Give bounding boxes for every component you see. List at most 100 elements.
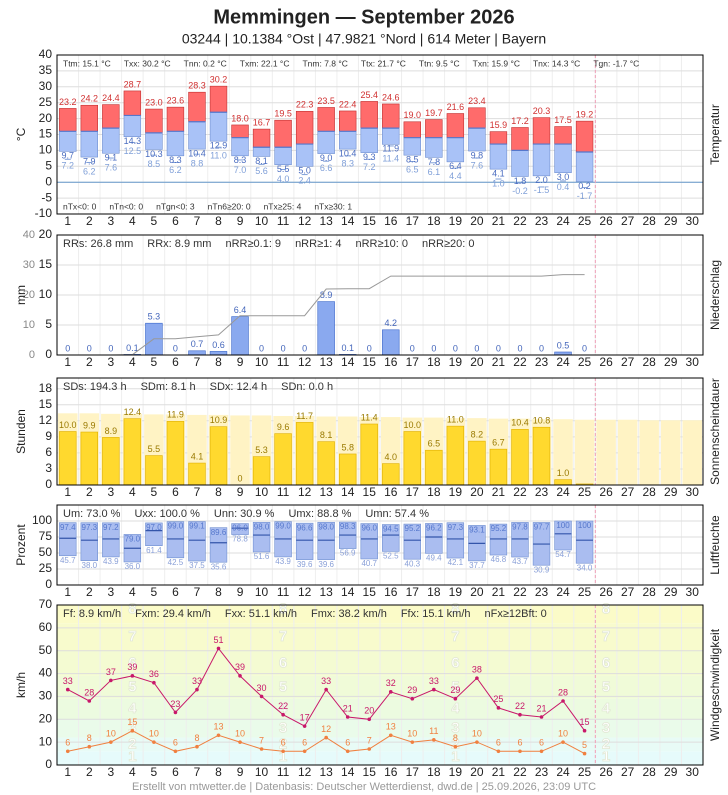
beaufort-level: 4 [279,700,288,717]
min-label: 10.4 [339,149,357,159]
x-tick-label: 19 [449,214,463,228]
x-tick-label: 11 [277,355,290,369]
max-label: 23.5 [317,96,335,106]
min-bar [554,143,572,173]
y-tick-label: 30 [39,79,53,93]
min-bar [102,127,120,154]
value-label: 13 [213,722,223,732]
min-label: 40.3 [405,559,421,568]
x-tick-label: 20 [470,585,484,599]
y2-tick-label: 30 [23,259,35,271]
value-label: 0 [302,343,307,353]
x-tick-label: 21 [492,765,506,779]
beaufort-level: 7 [128,628,136,645]
x-tick-label: 17 [406,765,420,779]
range-bar [145,522,163,547]
min-label: 43.9 [275,557,291,566]
x-tick-label: 4 [129,485,136,499]
min-bar [209,111,228,142]
statistic: nTx≥30: 1 [314,201,352,211]
y-axis-label: Prozent [14,524,28,566]
beaufort-level: 3 [279,719,287,736]
max-label: 98.0 [254,522,270,531]
x-tick-label: 29 [664,214,678,228]
x-tick-label: 22 [513,355,527,369]
bar [188,462,206,486]
bar [80,431,98,486]
x-tick-label: 23 [535,585,549,599]
x-tick-label: 28 [642,765,656,779]
range-bar [295,522,314,560]
value-label: 15 [127,717,137,727]
x-tick-label: 6 [172,585,179,599]
min-label: 54.7 [555,550,571,559]
value-label: 0 [65,343,70,353]
ground-min-label: 7.6 [105,163,118,173]
wind-point [195,744,199,749]
plot-frame [56,504,704,586]
min-label: 11.9 [382,144,399,154]
wind-point [367,717,372,722]
beaufort-level: 8 [279,601,287,618]
x-tick-label: 2 [86,485,93,499]
beaufort-level: 2 [128,735,136,752]
max-label: 24.6 [382,92,400,102]
bar [145,455,163,486]
statistic: Unn: 30.9 % [214,508,275,520]
min-label: 37.5 [189,561,205,570]
wind-point [475,676,479,680]
x-tick-label: 18 [427,485,441,499]
min-label: 9.3 [363,152,376,162]
max-label: 28.3 [188,81,206,91]
y2-tick-label: 10 [23,319,35,331]
value-label: 1.0 [557,468,570,478]
x-tick-label: 27 [621,355,635,369]
range-bar [360,523,378,560]
wind-point [432,687,436,692]
wind-point [475,740,479,744]
min-label: 8.5 [406,155,419,165]
min-label: 35.6 [211,562,227,571]
value-label: 4.0 [385,452,398,462]
x-tick-label: 9 [237,765,244,779]
value-label: 23 [170,699,180,709]
ground-min-label: 2.4 [298,176,311,186]
range-bar [511,522,529,558]
value-label: 36 [149,669,159,679]
value-label: 28 [558,687,568,697]
max-label: 24.4 [102,93,120,103]
value-label: 0 [496,343,501,353]
min-label: 12.9 [210,141,228,151]
x-tick-label: 19 [449,765,463,779]
statistic: SDx: 12.4 h [210,381,267,393]
value-label: 7 [259,735,264,745]
min-bar [59,131,77,152]
statistic: Uxx: 100.0 % [134,508,200,520]
ground-min-label: 6.2 [169,165,182,175]
beaufort-level: 6 [602,654,610,671]
statistic: nTx≥25: 4 [264,201,302,211]
range-bar [80,522,98,561]
wind-point [281,749,285,754]
max-label: 18.0 [231,113,249,123]
max-bar [317,107,335,132]
min-bar [575,151,594,182]
beaufort-level: 5 [451,678,459,695]
x-tick-label: 21 [492,355,506,369]
ground-min-label: 4.0 [277,174,290,184]
beaufort-level: 2 [451,735,459,752]
bar [382,329,400,356]
value-label: 0 [410,343,415,353]
x-tick-label: 22 [513,214,527,228]
x-tick-label: 14 [341,765,355,779]
min-label: 40.7 [361,559,377,568]
beaufort-level: 4 [451,700,460,717]
max-bar [102,104,120,129]
bar [425,449,443,486]
beaufort-level: 2 [279,735,287,752]
y-tick-label: 0 [45,174,52,188]
max-bar [511,127,529,151]
wind-point [496,706,501,710]
y-tick-label: 3 [45,461,52,475]
x-tick-label: 6 [172,485,179,499]
